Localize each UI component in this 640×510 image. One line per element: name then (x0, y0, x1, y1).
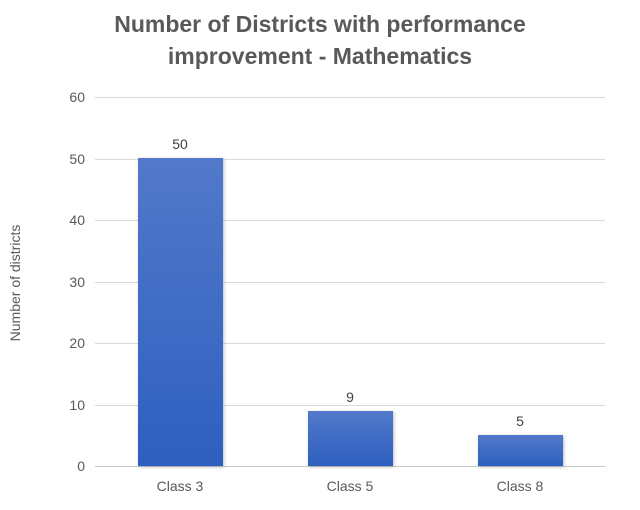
y-tick-label-0: 0 (77, 458, 85, 474)
bar-value-label-class-8: 5 (516, 413, 524, 429)
gridline-y-10 (95, 404, 605, 406)
gridline-y-30 (95, 281, 605, 283)
y-tick-label-10: 10 (69, 396, 85, 413)
chart-title-line-1: Number of Districts with performance (114, 11, 526, 37)
y-tick-label-30: 30 (69, 273, 85, 290)
x-category-label-class-8: Class 8 (496, 478, 544, 494)
gridline-y-60 (95, 97, 605, 98)
gridline-y-40 (95, 220, 605, 221)
y-tick-label-60: 60 (69, 89, 85, 105)
x-category-label-class-5: Class 5 (326, 478, 374, 494)
y-tick-label-50: 50 (69, 150, 85, 167)
y-axis-title: Number of districts (7, 224, 23, 342)
gridline-y-50 (95, 158, 605, 160)
chart-title: Number of Districts with performance imp… (0, 8, 640, 72)
x-category-label-class-3: Class 3 (156, 478, 204, 494)
y-tick-label-40: 40 (69, 212, 85, 228)
bar-class-3 (137, 158, 223, 466)
bar-class-8 (477, 435, 563, 466)
gridline-y-0 (95, 466, 605, 467)
y-tick-label-20: 20 (69, 335, 85, 351)
bar-class-5 (307, 411, 393, 466)
chart-title-line-2: improvement - Mathematics (167, 43, 473, 69)
gridline-y-20 (95, 343, 605, 344)
bar-value-label-class-5: 9 (346, 389, 354, 405)
bar-value-label-class-3: 50 (172, 136, 188, 152)
plot-area: 50 9 5 (95, 97, 605, 467)
